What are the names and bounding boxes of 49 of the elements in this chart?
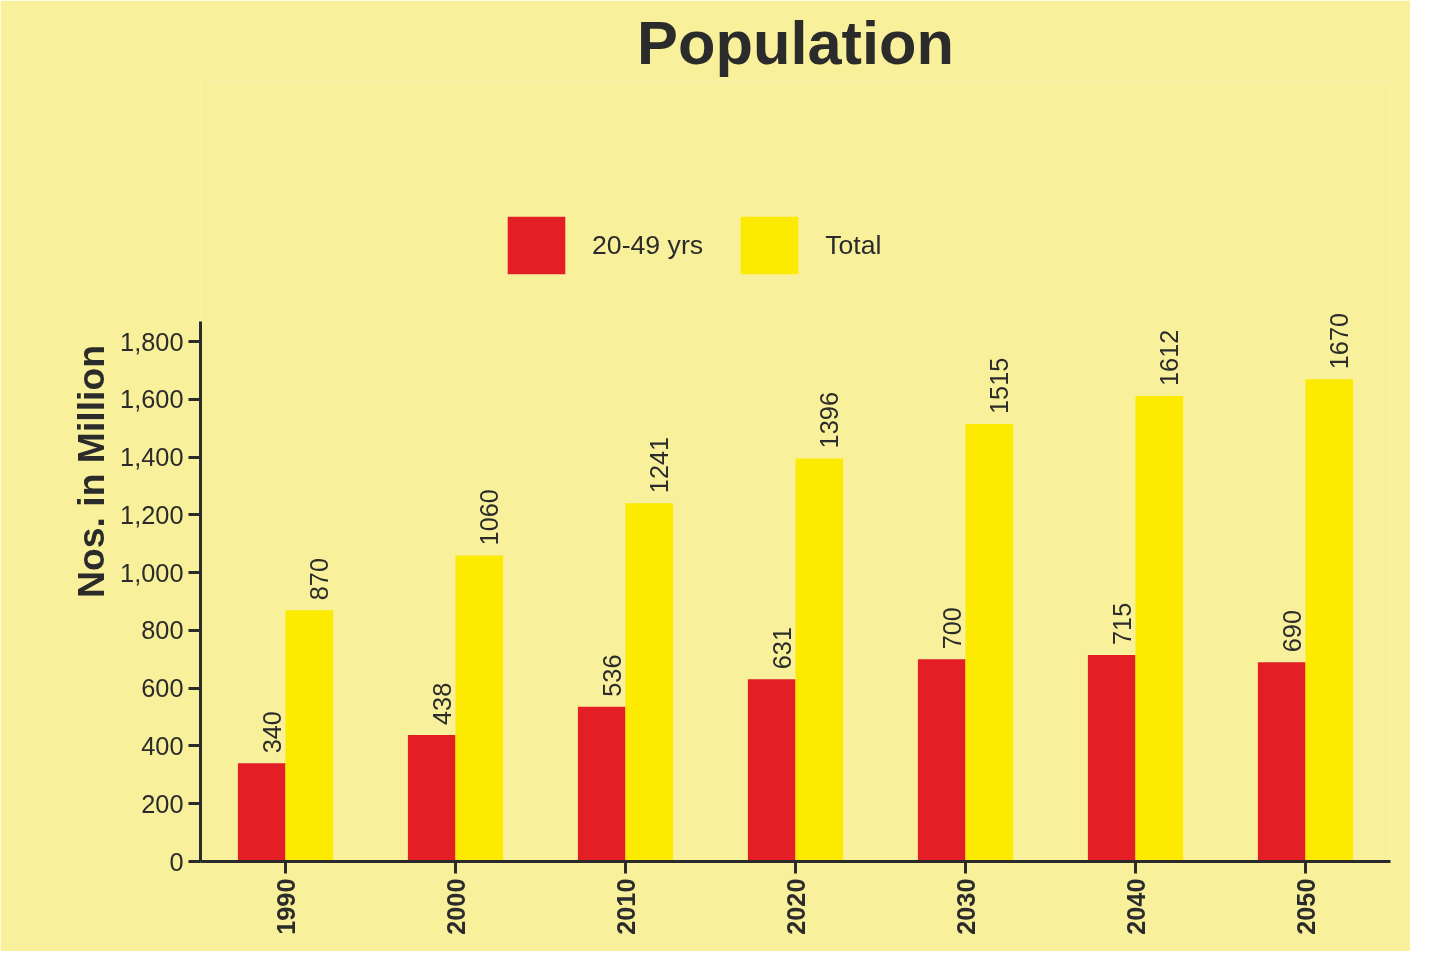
data-label: 631 — [767, 627, 796, 670]
legend-label: 20-49 yrs — [592, 229, 704, 261]
bar — [1305, 379, 1354, 862]
data-label: 1670 — [1325, 312, 1354, 370]
data-label: 340 — [257, 711, 286, 754]
y-tick-label: 0 — [169, 847, 184, 876]
bar — [747, 679, 796, 862]
data-label: 700 — [937, 607, 966, 650]
y-tick-label: 600 — [141, 674, 184, 703]
bar — [917, 659, 966, 862]
x-tick-label: 2030 — [951, 878, 980, 935]
bar — [1257, 662, 1306, 862]
x-tick-label: 2050 — [1291, 878, 1320, 935]
bar — [1135, 396, 1184, 862]
chart-title: Population — [637, 7, 954, 77]
bar — [965, 424, 1014, 862]
y-axis-title: Nos. in Million — [70, 344, 113, 598]
y-tick-label: 200 — [141, 789, 184, 818]
data-label: 1241 — [645, 436, 674, 494]
bar — [285, 610, 334, 862]
y-tick-label: 1,800 — [120, 327, 184, 356]
bar — [577, 706, 626, 862]
y-tick-label: 1,200 — [120, 500, 184, 529]
y-tick-label: 1,600 — [120, 385, 184, 414]
data-label: 870 — [305, 558, 334, 601]
bar — [795, 458, 844, 862]
bar — [455, 555, 504, 862]
y-tick-label: 1,000 — [120, 558, 184, 587]
x-tick-label: 2000 — [441, 878, 470, 935]
y-tick-label: 1,400 — [120, 443, 184, 472]
bar — [1087, 655, 1136, 862]
data-label: 438 — [427, 682, 456, 726]
data-label: 1515 — [985, 357, 1014, 415]
y-tick-label: 800 — [141, 616, 184, 645]
bar — [237, 763, 286, 862]
data-label: 1396 — [815, 392, 844, 449]
data-label: 690 — [1277, 609, 1306, 653]
bar — [625, 503, 674, 862]
data-label: 715 — [1107, 602, 1136, 646]
bar — [407, 735, 456, 862]
x-tick-label: 2020 — [781, 878, 810, 935]
x-tick-label: 2040 — [1121, 878, 1150, 935]
x-tick-label: 2010 — [611, 878, 640, 935]
legend-label: Total — [825, 229, 882, 261]
data-label: 536 — [597, 654, 626, 697]
x-tick-label: 1990 — [271, 878, 300, 935]
data-label: 1612 — [1155, 329, 1184, 386]
y-tick-label: 400 — [141, 731, 184, 760]
data-label: 1060 — [475, 489, 504, 546]
